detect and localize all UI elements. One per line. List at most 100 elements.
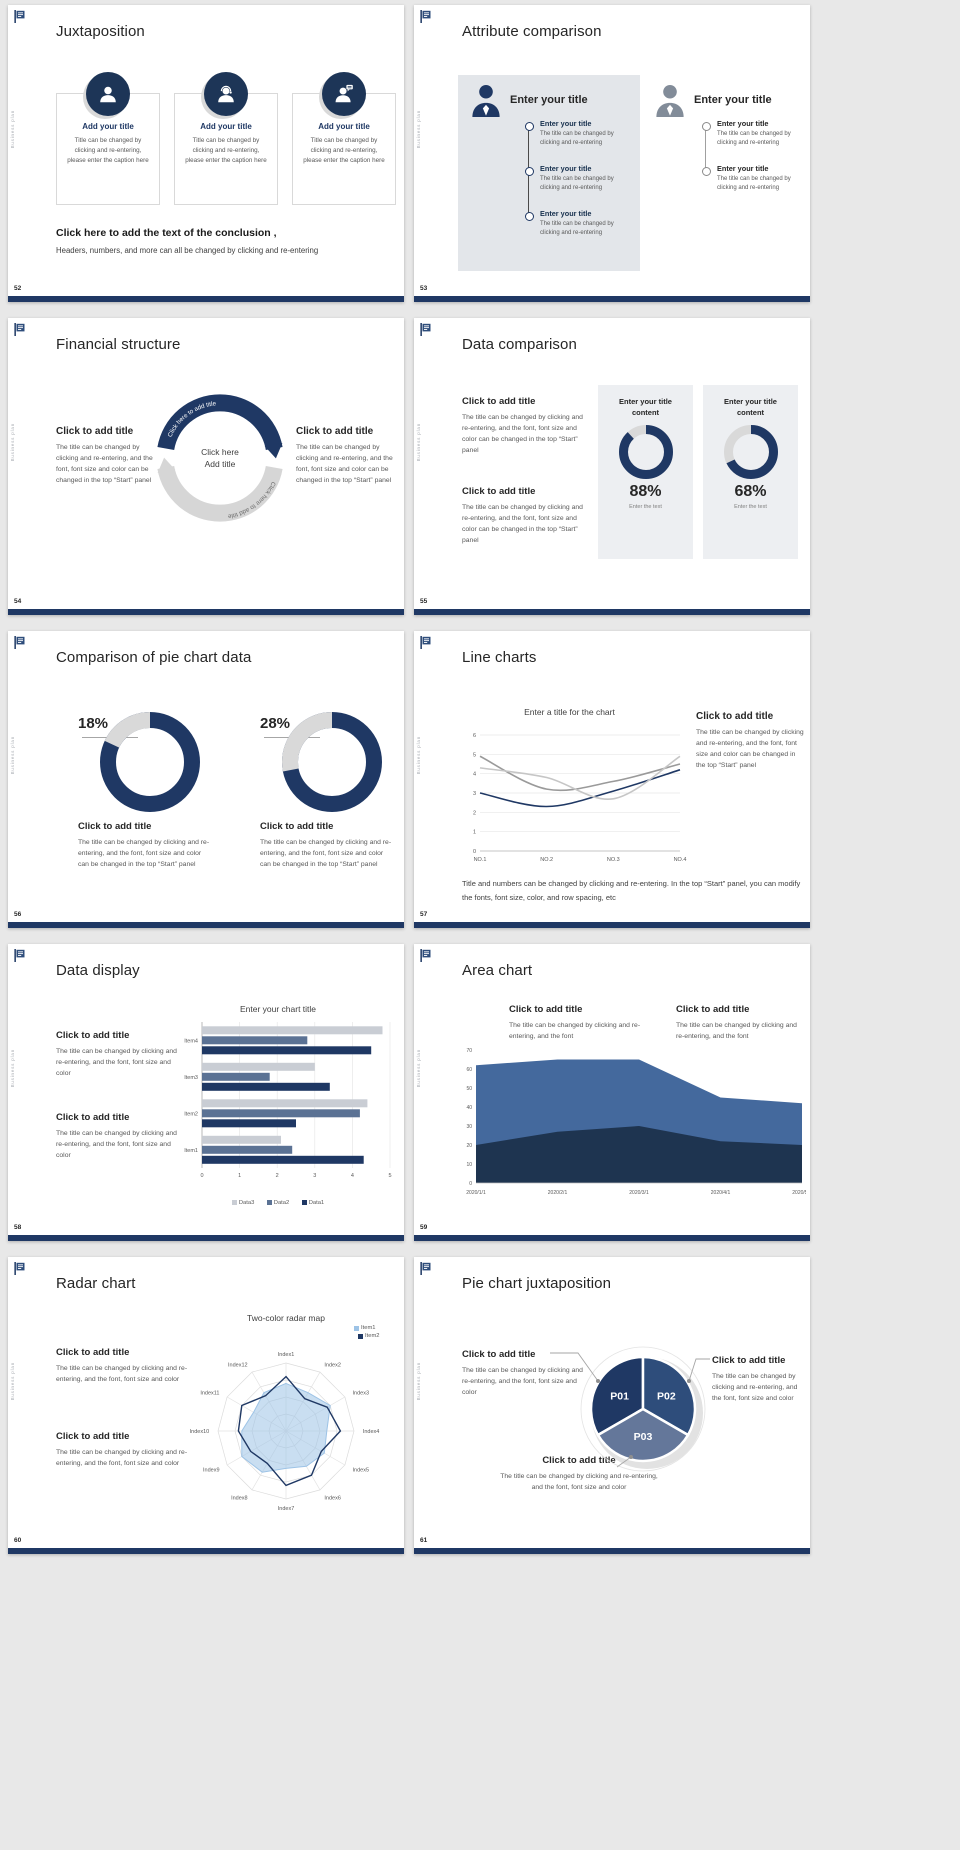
svg-text:Index10: Index10 <box>190 1429 210 1435</box>
svg-text:P01: P01 <box>610 1391 629 1403</box>
svg-text:5: 5 <box>388 1173 391 1179</box>
page-number: 54 <box>14 598 22 605</box>
block-body: The title can be changed by clicking and… <box>712 1373 798 1402</box>
person-icon <box>470 83 502 118</box>
slide-56[interactable]: Business plan Comparison of pie chart da… <box>8 631 404 928</box>
text-block: Click to add title The title can be chan… <box>462 396 588 456</box>
slide-60[interactable]: Business plan Radar chart Click to add t… <box>8 1257 404 1554</box>
side-label: Business plan <box>416 423 421 462</box>
timeline-item: Enter your title The title can be change… <box>540 164 634 193</box>
legend-label: Data2 <box>273 1199 290 1206</box>
text-block: Click to add title The title can be chan… <box>260 821 394 870</box>
page-number: 52 <box>14 285 22 292</box>
svg-text:0: 0 <box>200 1173 203 1179</box>
block-heading: Click to add title <box>676 1004 750 1015</box>
block-body: The title can be changed by clicking and… <box>260 839 392 868</box>
page-number: 61 <box>420 1537 428 1544</box>
block-heading: Click to add title <box>56 1347 130 1358</box>
svg-text:2020/4/1: 2020/4/1 <box>711 1190 731 1196</box>
text-block: Click to add title The title can be chan… <box>56 1030 184 1079</box>
slide-title: Area chart <box>462 962 533 979</box>
radar-chart: Index1 Index2 Index3 Index4 Index5 Index6 Inde… <box>176 1325 396 1545</box>
slide-footer-bar <box>414 296 810 302</box>
feature-card: Add your title Title can be changed by c… <box>56 72 160 205</box>
callout-connectors <box>550 1352 710 1468</box>
panel-heading: Enter your title <box>694 94 772 106</box>
legend-entry: Data1 <box>301 1200 324 1206</box>
slide-53[interactable]: Business plan Attribute comparison Enter… <box>414 5 810 302</box>
announcer-person-icon <box>333 83 355 105</box>
person-icon-gray <box>654 83 686 118</box>
timeline-item: Enter your title The title can be change… <box>717 164 805 193</box>
card-title: Add your title <box>200 122 252 131</box>
donut-chart <box>100 712 200 817</box>
svg-text:60: 60 <box>466 1067 472 1073</box>
svg-text:1: 1 <box>238 1173 241 1179</box>
timeline-item-caption: The title can be changed by clicking and… <box>540 176 614 191</box>
slide-52[interactable]: Business plan Juxtaposition Add your tit… <box>8 5 404 302</box>
timeline-item: Enter your title The title can be change… <box>540 209 634 238</box>
block-heading: Click to add title <box>542 1455 616 1466</box>
stat-card: Enter your title content 88% Enter the t… <box>598 385 693 559</box>
block-body: The title can be changed by clicking and… <box>78 839 210 868</box>
cycle-arrow-bottom <box>157 457 283 522</box>
svg-text:3: 3 <box>473 791 476 797</box>
legend-swatch <box>266 1200 272 1205</box>
cycle-center-line1: Click here <box>201 447 239 457</box>
block-body: The title can be changed by clicking and… <box>676 1022 797 1040</box>
slide-footer-bar <box>8 609 404 615</box>
slide-54[interactable]: Business plan Financial structure Click … <box>8 318 404 615</box>
support-person-icon <box>215 83 237 105</box>
timeline-node <box>525 122 534 131</box>
block-body: The title can be changed by clicking and… <box>462 504 583 544</box>
svg-text:6: 6 <box>473 733 476 739</box>
slide-title: Radar chart <box>56 1275 136 1292</box>
side-label: Business plan <box>10 736 15 775</box>
line-chart: 0 1 2 3 4 5 6 NO.1 NO.2 NO.3 NO.4 <box>452 723 687 876</box>
svg-text:Index3: Index3 <box>353 1391 370 1397</box>
slide-footer-bar <box>414 609 810 615</box>
svg-text:Index9: Index9 <box>203 1467 220 1473</box>
svg-text:2: 2 <box>276 1173 279 1179</box>
slide-footer-bar <box>414 1235 810 1241</box>
svg-text:NO.1: NO.1 <box>474 857 487 863</box>
block-heading: Click to add title <box>56 426 134 437</box>
block-body: The title can be changed by clicking and… <box>56 1048 177 1077</box>
timeline-node <box>525 167 534 176</box>
page-number: 58 <box>14 1224 22 1231</box>
svg-text:4: 4 <box>351 1173 354 1179</box>
legend-entry: Data2 <box>266 1199 290 1206</box>
block-heading: Click to add title <box>260 821 334 832</box>
slide-59[interactable]: Business plan Area chart Click to add ti… <box>414 944 810 1241</box>
slide-57[interactable]: Business plan Line charts Enter a title … <box>414 631 810 928</box>
svg-text:3: 3 <box>313 1173 316 1179</box>
feature-card: Add your title Title can be changed by c… <box>292 72 396 205</box>
page-number: 57 <box>420 911 428 918</box>
slide-61[interactable]: Business plan Pie chart juxtaposition Cl… <box>414 1257 810 1554</box>
slide-title: Financial structure <box>56 336 181 353</box>
side-label: Business plan <box>10 1049 15 1088</box>
text-block: Click to add title The title can be chan… <box>509 1004 659 1042</box>
timeline-node <box>702 167 711 176</box>
svg-text:Index8: Index8 <box>231 1496 248 1502</box>
slide-title: Juxtaposition <box>56 23 145 40</box>
legend-swatch <box>301 1200 307 1205</box>
card-icon-circle <box>204 72 248 116</box>
page-number: 56 <box>14 911 22 918</box>
block-heading: Click to add title <box>56 1030 130 1041</box>
block-heading: Click to add title <box>462 396 536 407</box>
timeline-item-title: Enter your title <box>717 119 769 128</box>
timeline-item-title: Enter your title <box>540 164 592 173</box>
svg-text:Index1: Index1 <box>278 1352 295 1358</box>
donut-chart <box>598 425 693 479</box>
slide-55[interactable]: Business plan Data comparison Click to a… <box>414 318 810 615</box>
logo-icon <box>14 10 25 23</box>
side-label: Business plan <box>10 423 15 462</box>
donut-chart <box>282 712 382 817</box>
slide-footer-bar <box>8 1548 404 1554</box>
slide-58[interactable]: Business plan Data display Click to add … <box>8 944 404 1241</box>
stat-caption: Enter the text <box>734 504 767 510</box>
logo-icon <box>420 323 431 336</box>
text-block: Click to add title The title can be chan… <box>462 486 588 546</box>
